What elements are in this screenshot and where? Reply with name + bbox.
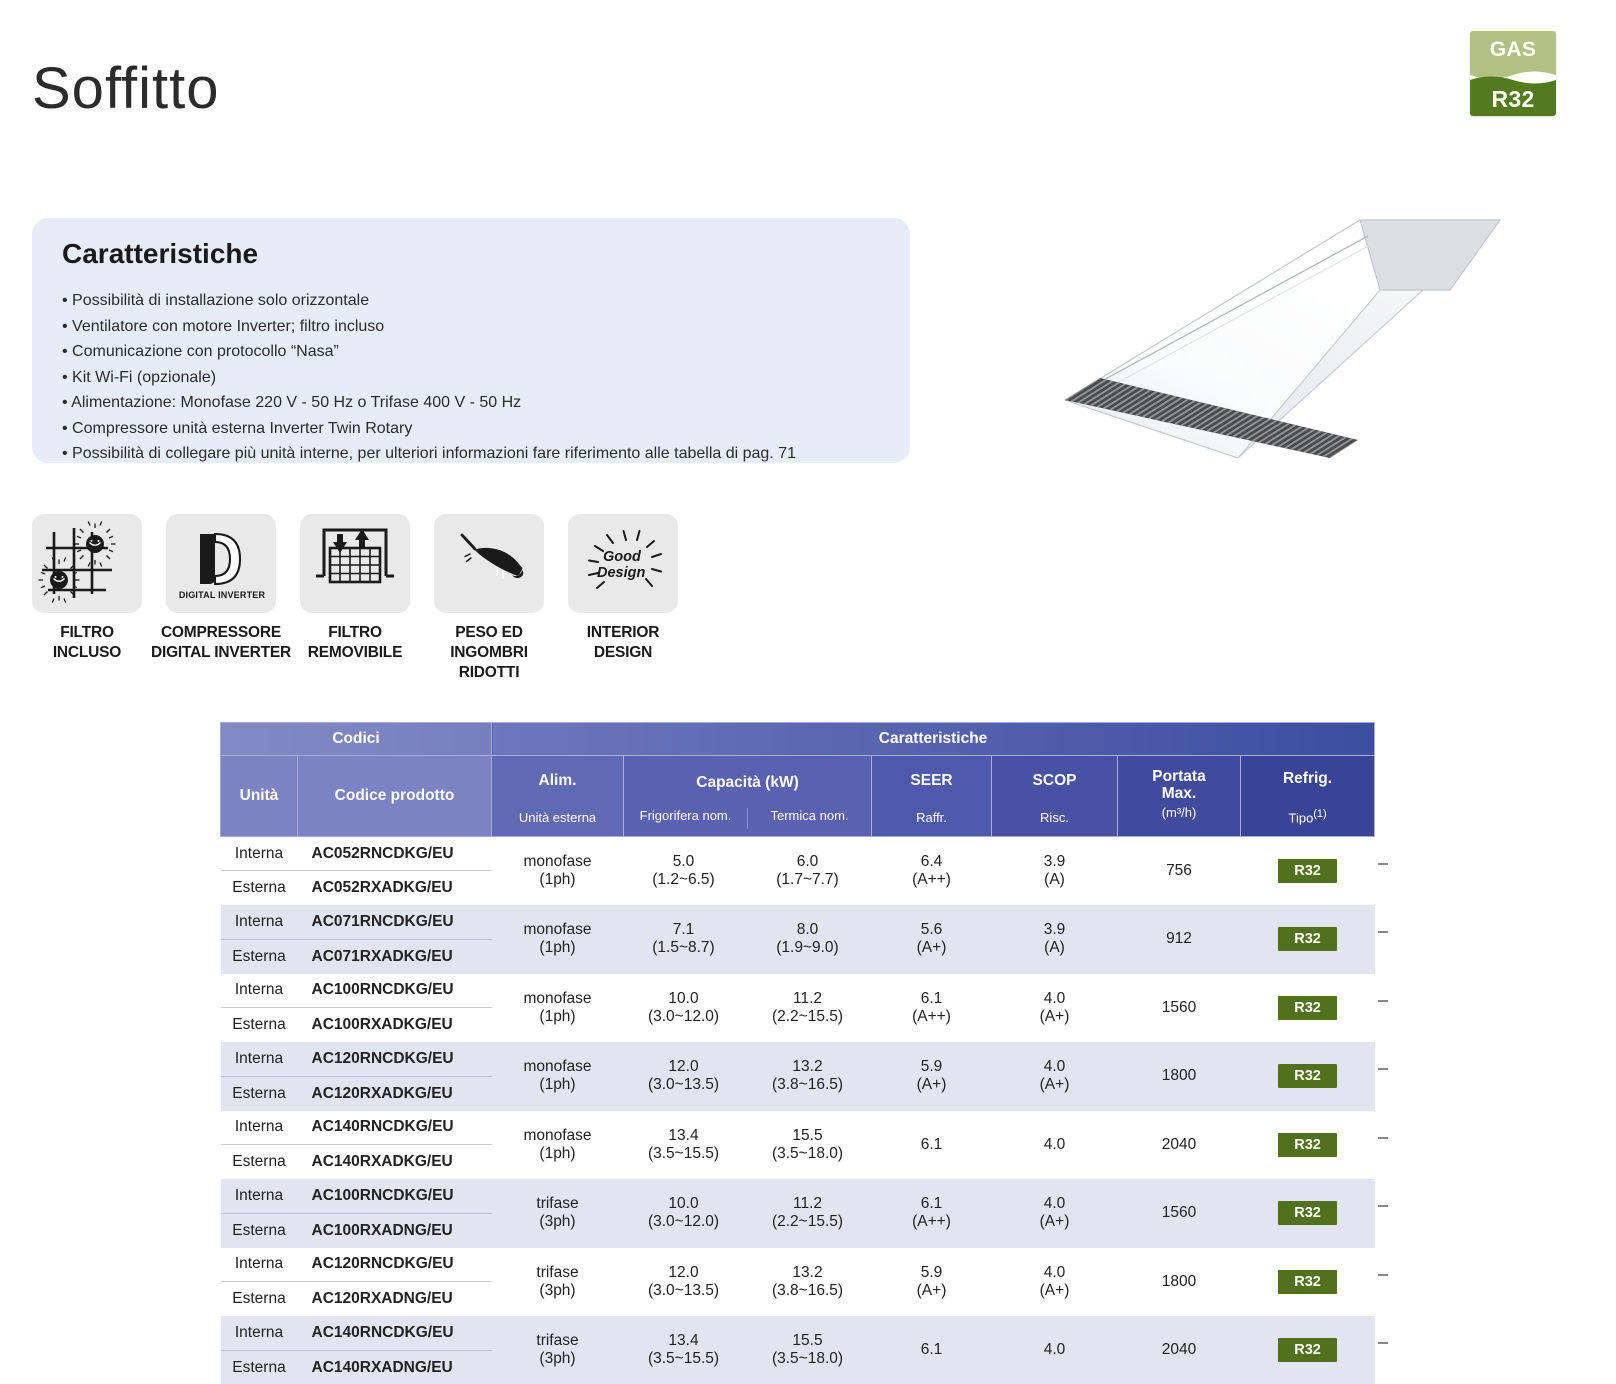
svg-text:Design: Design: [597, 565, 645, 581]
svg-text:Good: Good: [603, 549, 642, 565]
svg-text:DIGITAL INVERTER: DIGITAL INVERTER: [179, 590, 266, 600]
